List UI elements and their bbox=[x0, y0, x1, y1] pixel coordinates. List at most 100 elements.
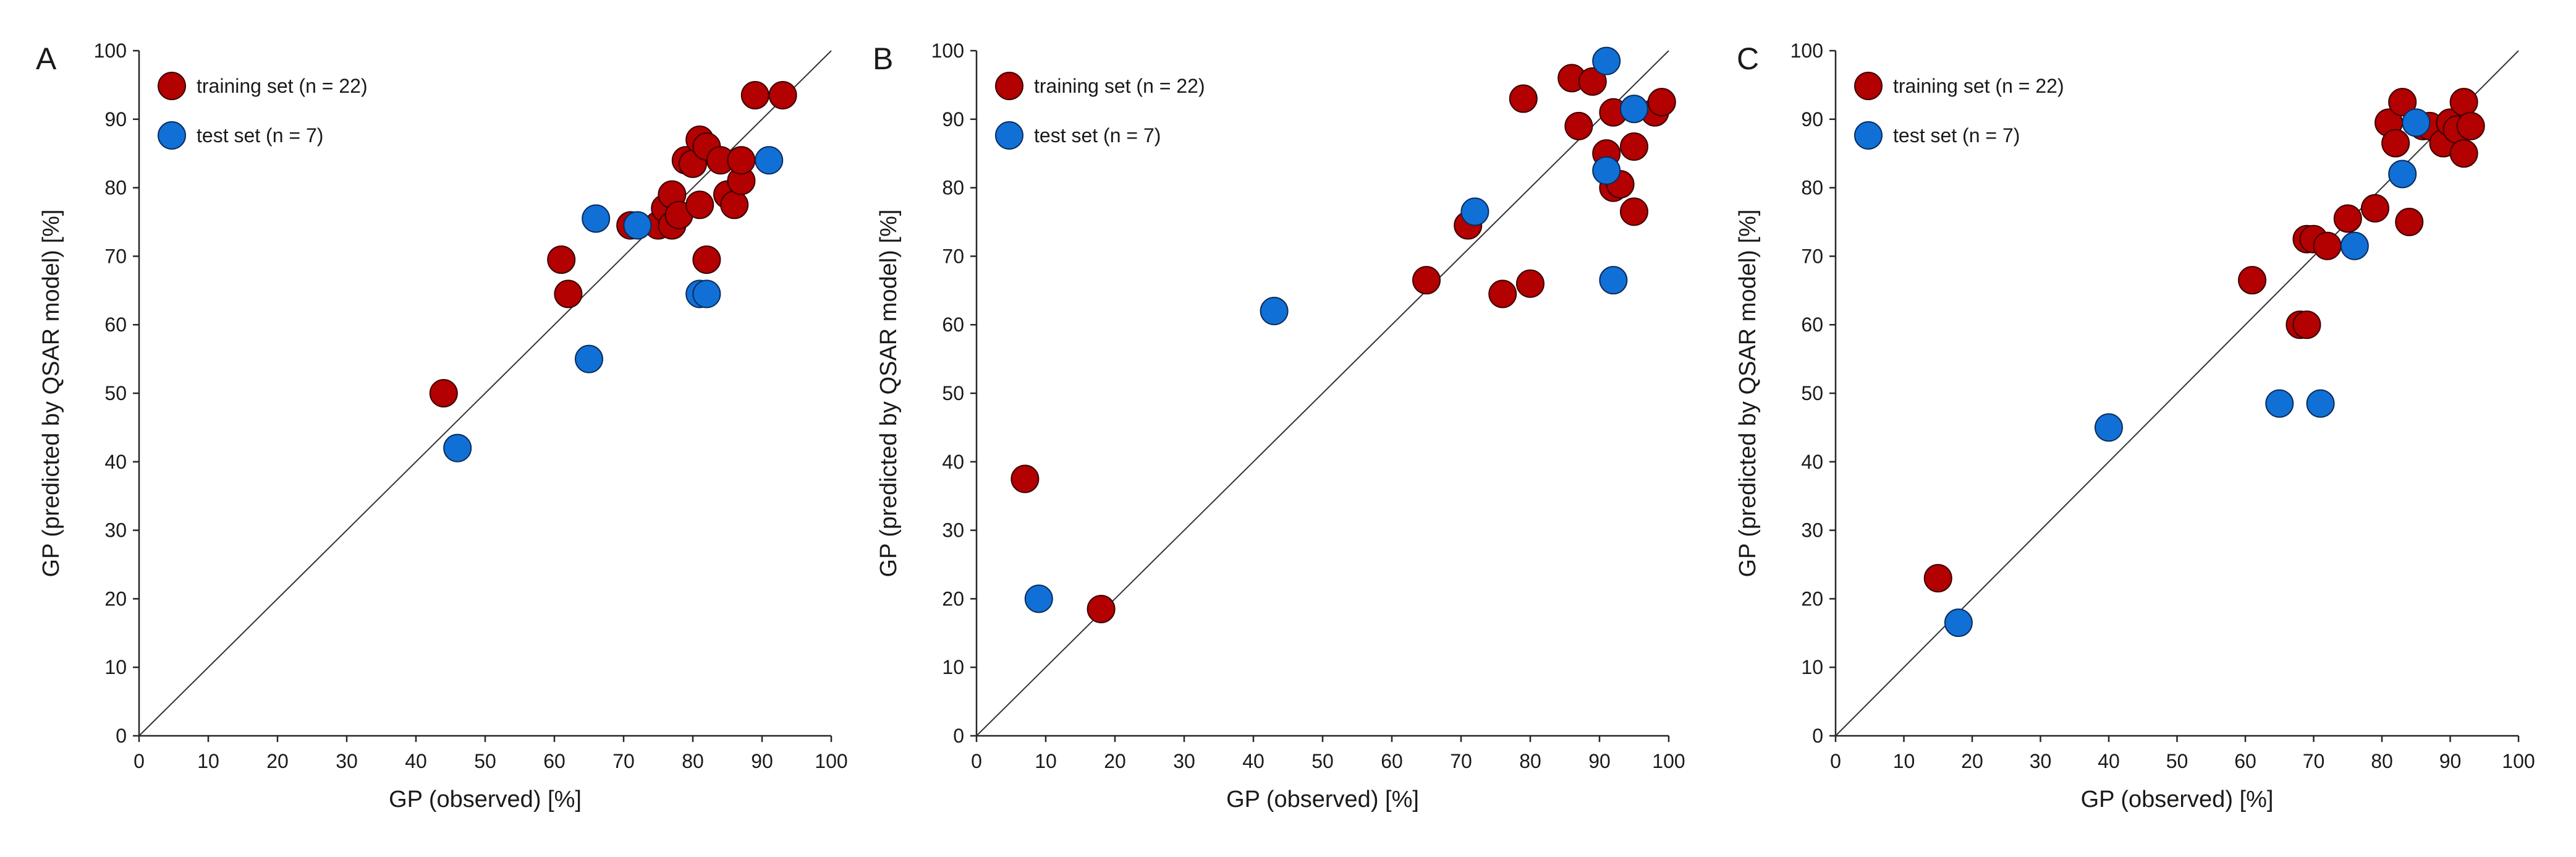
series-training bbox=[1010, 64, 1676, 624]
x-tick-label: 30 bbox=[1173, 750, 1195, 772]
series-test bbox=[1944, 108, 2431, 637]
x-tick-label: 20 bbox=[1961, 750, 1983, 772]
x-tick-label: 80 bbox=[2371, 750, 2393, 772]
y-tick-label: 100 bbox=[931, 40, 964, 62]
x-tick-label: 60 bbox=[2234, 750, 2256, 772]
x-tick-label: 70 bbox=[2303, 750, 2325, 772]
y-tick-label: 90 bbox=[1801, 108, 1823, 130]
test-point bbox=[2306, 389, 2335, 418]
x-tick-label: 10 bbox=[1035, 750, 1057, 772]
y-tick-label: 40 bbox=[942, 451, 964, 473]
x-tick-label: 50 bbox=[2166, 750, 2188, 772]
training-point bbox=[2292, 310, 2321, 339]
test-point bbox=[2388, 160, 2417, 189]
identity-line bbox=[976, 50, 1669, 736]
series-test bbox=[443, 146, 784, 463]
identity-line bbox=[1835, 50, 2519, 736]
test-point bbox=[623, 211, 652, 240]
x-tick-label: 90 bbox=[751, 750, 773, 772]
y-tick-label: 30 bbox=[942, 519, 964, 542]
y-tick-label: 30 bbox=[104, 519, 127, 542]
training-point bbox=[2456, 111, 2485, 140]
y-tick-label: 100 bbox=[94, 40, 127, 62]
training-point bbox=[1010, 464, 1040, 493]
x-tick-label: 90 bbox=[1588, 750, 1611, 772]
y-tick-label: 40 bbox=[1801, 451, 1823, 473]
test-point bbox=[575, 344, 603, 373]
x-tick-label: 10 bbox=[1893, 750, 1915, 772]
y-tick-label: 80 bbox=[104, 177, 127, 199]
x-tick-label: 0 bbox=[133, 750, 145, 772]
training-point bbox=[2449, 88, 2478, 117]
y-tick-label: 10 bbox=[104, 656, 127, 678]
test-point bbox=[2095, 413, 2123, 442]
x-tick-label: 60 bbox=[543, 750, 566, 772]
y-tick-label: 90 bbox=[942, 108, 964, 130]
test-point bbox=[582, 204, 611, 233]
legend-marker-training bbox=[1854, 72, 1883, 100]
training-point bbox=[1647, 88, 1676, 117]
x-tick-label: 100 bbox=[815, 750, 847, 772]
panel-letter: A bbox=[36, 41, 57, 76]
y-tick-label: 90 bbox=[104, 108, 127, 130]
training-point bbox=[1578, 67, 1607, 96]
panel-b: 0 10 20 30 40 50 60 70 80 90 100 0 10 20 30 40 50 60 70 80 9… bbox=[873, 40, 1685, 812]
y-axis-title: GP (predicted by QSAR model) [%] bbox=[876, 210, 902, 578]
x-axis-title: GP (observed) [%] bbox=[1226, 787, 1419, 812]
y-tick-label: 0 bbox=[116, 725, 127, 747]
training-point bbox=[2388, 88, 2417, 117]
test-point bbox=[443, 433, 472, 463]
training-point bbox=[1564, 111, 1593, 140]
training-point bbox=[1509, 84, 1538, 113]
y-tick-label: 40 bbox=[104, 451, 127, 473]
training-point bbox=[740, 81, 769, 110]
y-tick-label: 20 bbox=[104, 587, 127, 610]
series-training bbox=[429, 81, 797, 407]
y-tick-label: 80 bbox=[1801, 177, 1823, 199]
x-tick-label: 20 bbox=[266, 750, 289, 772]
test-point bbox=[1620, 95, 1648, 124]
test-point bbox=[1944, 608, 1973, 637]
legend-marker-test bbox=[1854, 121, 1883, 150]
y-tick-label: 60 bbox=[942, 313, 964, 336]
y-tick-label: 0 bbox=[1812, 725, 1823, 747]
training-point bbox=[2395, 208, 2424, 236]
legend-label-test: test set (n = 7) bbox=[1893, 124, 2020, 147]
legend-label-test: test set (n = 7) bbox=[197, 124, 323, 147]
y-tick-label: 50 bbox=[1801, 382, 1823, 404]
y-tick-label: 20 bbox=[942, 587, 964, 610]
training-point bbox=[692, 245, 721, 274]
panel-letter: C bbox=[1737, 41, 1759, 76]
training-point bbox=[1620, 197, 1648, 226]
legend-label-training: training set (n = 22) bbox=[197, 75, 368, 97]
x-tick-label: 80 bbox=[682, 750, 704, 772]
y-tick-label: 60 bbox=[1801, 313, 1823, 336]
panel-c: 0 10 20 30 40 50 60 70 80 90 100 0 10 20 30 40 50 60 70 80 9… bbox=[1735, 40, 2535, 812]
training-point bbox=[1412, 266, 1441, 295]
x-tick-label: 50 bbox=[1311, 750, 1334, 772]
x-tick-label: 70 bbox=[1450, 750, 1472, 772]
legend-marker-training bbox=[158, 72, 186, 100]
training-point bbox=[2449, 139, 2478, 168]
y-tick-label: 60 bbox=[104, 313, 127, 336]
series-test bbox=[1024, 46, 1648, 613]
training-point bbox=[2333, 204, 2362, 233]
test-point bbox=[1024, 584, 1053, 613]
y-tick-label: 70 bbox=[942, 245, 964, 267]
x-axis-title: GP (observed) [%] bbox=[2081, 787, 2274, 812]
training-point bbox=[429, 379, 458, 407]
test-point bbox=[1592, 46, 1621, 75]
training-point bbox=[2381, 129, 2410, 158]
x-tick-label: 90 bbox=[2439, 750, 2462, 772]
test-point bbox=[1260, 297, 1289, 326]
panel-letter: B bbox=[873, 41, 893, 76]
y-tick-label: 50 bbox=[104, 382, 127, 404]
y-tick-label: 20 bbox=[1801, 587, 1823, 610]
y-tick-label: 100 bbox=[1790, 40, 1823, 62]
x-axis-title: GP (observed) [%] bbox=[389, 787, 582, 812]
legend-label-training: training set (n = 22) bbox=[1893, 75, 2064, 97]
training-point bbox=[1488, 279, 1517, 309]
training-point bbox=[768, 81, 797, 110]
y-tick-label: 70 bbox=[1801, 245, 1823, 267]
training-point bbox=[554, 279, 583, 309]
